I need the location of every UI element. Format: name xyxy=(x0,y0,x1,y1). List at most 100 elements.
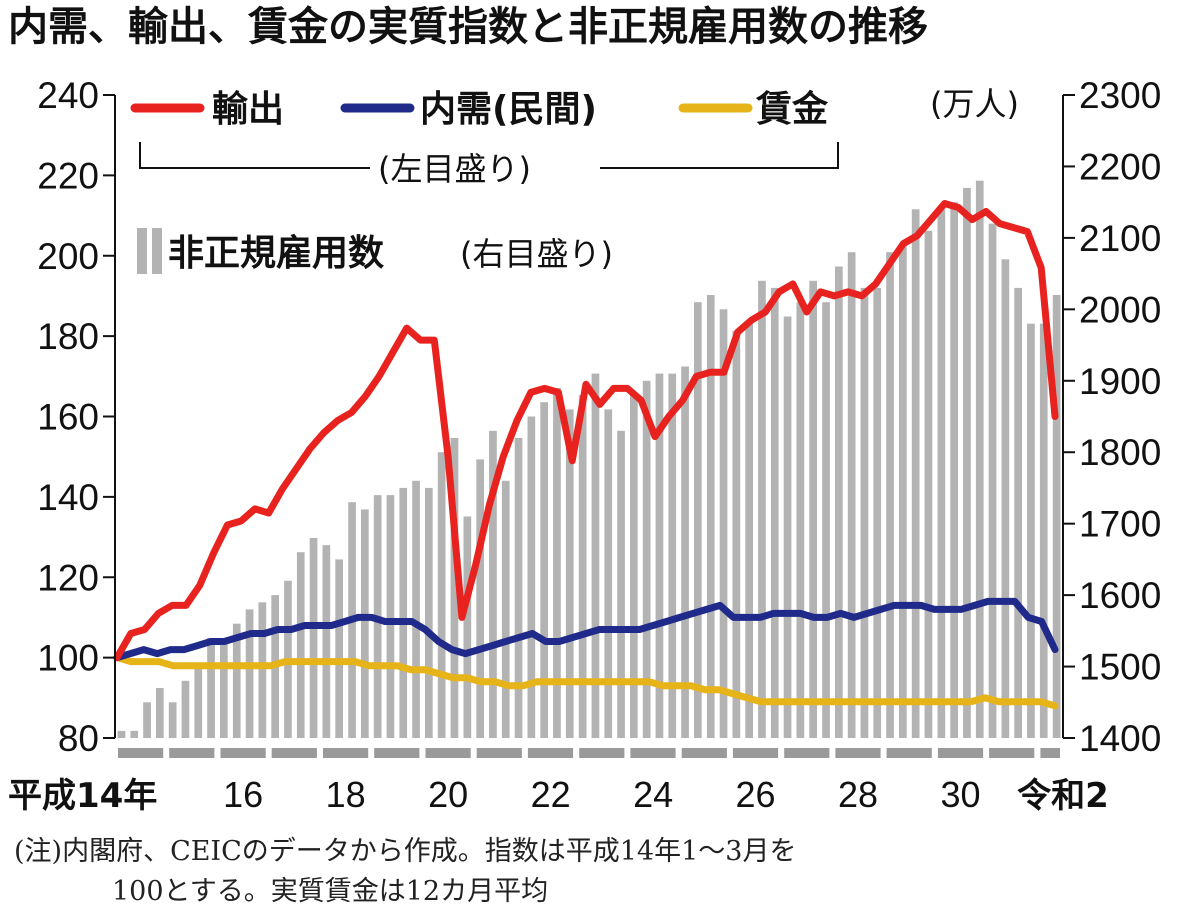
bar-44 xyxy=(681,366,689,738)
bar-68 xyxy=(988,223,997,739)
left-tick-label-5: 140 xyxy=(37,477,99,518)
x-tick-label-8: 30 xyxy=(940,774,980,815)
bar-43 xyxy=(668,373,677,738)
bar-57 xyxy=(847,252,856,738)
bar-4 xyxy=(168,702,177,738)
bar-51 xyxy=(770,287,779,738)
bar-9 xyxy=(232,623,241,738)
year-band-11 xyxy=(681,748,727,758)
right-tick-label-1: 2200 xyxy=(1079,146,1161,187)
legend-bracket xyxy=(139,142,839,169)
bar-28 xyxy=(476,459,484,738)
bar-29 xyxy=(489,430,497,738)
bar-38 xyxy=(604,409,613,738)
year-band-13 xyxy=(784,748,830,758)
bar-11 xyxy=(258,602,267,738)
x-tick-label-0: 平成14年 xyxy=(8,776,157,816)
legend-left-axis-note: (左目盛り) xyxy=(378,150,531,188)
x-tick-label-7: 28 xyxy=(838,774,878,815)
year-band-18 xyxy=(1040,748,1060,758)
bar-series-nonregular-employment xyxy=(117,180,1061,739)
bar-15 xyxy=(309,538,318,738)
year-band-4 xyxy=(323,748,369,758)
year-band-2 xyxy=(220,748,266,758)
bar-26 xyxy=(450,437,459,738)
bar-54 xyxy=(809,280,817,738)
bar-55 xyxy=(822,302,830,738)
year-band-7 xyxy=(476,748,522,758)
bar-24 xyxy=(425,487,433,738)
bar-58 xyxy=(860,287,869,738)
bar-61 xyxy=(899,245,907,738)
x-tick-label-3: 20 xyxy=(428,774,468,815)
year-band-17 xyxy=(989,748,1035,758)
bar-21 xyxy=(386,495,395,738)
year-band-16 xyxy=(937,748,984,758)
line-series-group xyxy=(113,200,1059,710)
year-band-14 xyxy=(835,748,881,758)
year-band-15 xyxy=(886,748,932,758)
left-tick-label-7: 100 xyxy=(37,638,99,679)
bar-37 xyxy=(591,373,600,738)
year-band-3 xyxy=(271,748,317,758)
x-axis-tick-labels: 平成14年 16 18 20 22 24 26 28 30 令和2 xyxy=(8,774,1109,816)
bar-30 xyxy=(501,480,510,738)
year-band-0 xyxy=(118,748,164,758)
right-tick-label-4: 1900 xyxy=(1079,361,1161,402)
bar-42 xyxy=(655,373,664,738)
bar-41 xyxy=(642,380,651,738)
x-tick-label-2: 18 xyxy=(326,774,366,815)
bar-14 xyxy=(296,552,305,738)
bar-56 xyxy=(835,266,843,738)
legend-swatch-bars-1 xyxy=(137,228,147,274)
series-line-1 xyxy=(113,597,1059,662)
legend-bars-note: (右目盛り) xyxy=(460,235,613,273)
bar-5 xyxy=(181,680,190,738)
left-axis-ticks: 240 220 200 180 160 140 120 100 80 xyxy=(37,75,115,759)
year-band-8 xyxy=(527,748,574,758)
right-tick-label-6: 1700 xyxy=(1079,504,1161,545)
x-tick-label-6: 26 xyxy=(735,774,775,815)
year-band-12 xyxy=(732,748,779,758)
left-tick-label-1: 220 xyxy=(37,155,99,196)
right-tick-label-5: 1800 xyxy=(1079,432,1161,473)
bar-35 xyxy=(565,409,574,738)
right-axis-unit: (万人) xyxy=(930,85,1019,123)
bar-17 xyxy=(335,559,343,738)
bar-62 xyxy=(911,209,920,739)
bar-27 xyxy=(463,516,472,738)
left-tick-label-6: 120 xyxy=(37,557,99,598)
year-band-9 xyxy=(579,748,625,758)
bar-1 xyxy=(130,730,139,738)
right-tick-label-8: 1500 xyxy=(1079,647,1161,688)
bar-31 xyxy=(514,437,523,738)
footnote-line-2: 100とする。実質賃金は12カ月平均 xyxy=(112,876,548,907)
year-band-5 xyxy=(374,748,420,758)
year-band-6 xyxy=(425,748,471,758)
bar-53 xyxy=(796,302,805,738)
right-tick-label-9: 1400 xyxy=(1079,718,1161,759)
bar-16 xyxy=(322,545,331,738)
left-tick-label-3: 180 xyxy=(37,316,99,357)
bar-2 xyxy=(143,702,151,738)
legend-label-domestic: 内需(民間) xyxy=(420,89,597,130)
legend-swatch-bars-2 xyxy=(152,228,162,274)
right-tick-label-3: 2000 xyxy=(1079,289,1161,330)
bar-52 xyxy=(783,316,792,738)
year-band-1 xyxy=(169,748,215,758)
bar-45 xyxy=(694,302,702,738)
bar-32 xyxy=(527,416,536,738)
year-band-10 xyxy=(630,748,676,758)
bar-71 xyxy=(1027,323,1035,738)
bar-34 xyxy=(553,387,561,738)
right-tick-label-2: 2100 xyxy=(1079,218,1161,259)
bar-7 xyxy=(207,638,215,738)
bar-3 xyxy=(156,688,164,738)
left-tick-label-8: 80 xyxy=(58,718,99,759)
bar-48 xyxy=(732,330,741,738)
right-tick-label-0: 2300 xyxy=(1079,75,1161,116)
footnote-line-1: (注)内閣府、CEICのデータから作成。指数は平成14年1〜3月を xyxy=(14,836,796,867)
bar-64 xyxy=(937,209,946,739)
bar-65 xyxy=(950,202,958,738)
x-axis-year-band xyxy=(118,748,1060,758)
